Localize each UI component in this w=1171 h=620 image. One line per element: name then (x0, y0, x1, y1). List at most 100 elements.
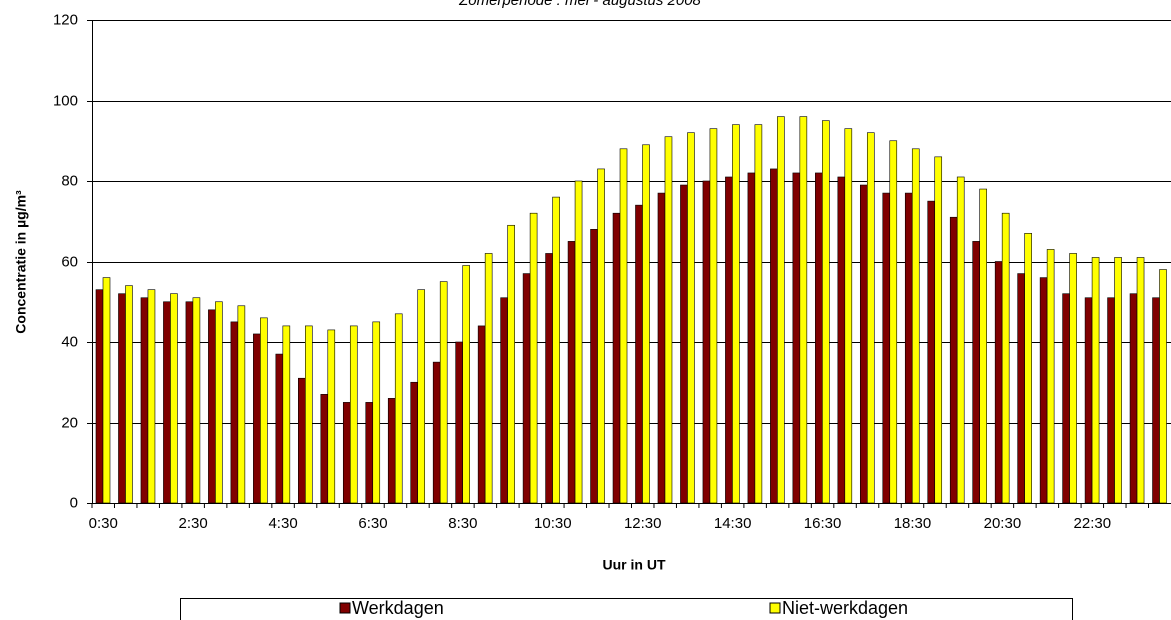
bar (972, 241, 980, 504)
bar (994, 261, 1003, 504)
bar (702, 180, 711, 504)
bar (815, 172, 823, 504)
bar (1129, 293, 1138, 504)
bar (477, 325, 486, 504)
bar (349, 325, 358, 504)
bar (911, 148, 920, 504)
x-tick-label: 2:30 (179, 515, 208, 532)
x-tick-label: 8:30 (448, 515, 477, 532)
legend-swatch (769, 602, 781, 614)
bar (859, 184, 868, 504)
bar (889, 140, 898, 504)
bar (192, 297, 201, 504)
y-tick-label: 100 (53, 92, 78, 109)
bar (163, 301, 171, 504)
bar (866, 132, 875, 504)
bar (432, 361, 441, 504)
bar (102, 277, 111, 504)
bar (732, 124, 740, 504)
bar (455, 341, 463, 504)
legend-box (180, 598, 1073, 620)
y-tick-label: 60 (61, 253, 78, 270)
bar (1001, 212, 1010, 504)
bar (1017, 273, 1025, 504)
bar (95, 289, 104, 504)
bar (590, 229, 598, 504)
bar (619, 148, 628, 504)
bar (1114, 257, 1122, 504)
bar (1046, 249, 1055, 504)
bar (545, 253, 553, 504)
bar (956, 176, 965, 504)
bar (327, 329, 336, 504)
bar (170, 293, 178, 504)
bar (507, 224, 515, 504)
y-tick-label: 20 (61, 414, 78, 431)
bar (462, 265, 470, 504)
bar (500, 297, 508, 504)
bar (754, 124, 763, 504)
bar (372, 321, 381, 504)
bar (253, 333, 261, 504)
bar (484, 253, 493, 504)
bar (597, 168, 605, 504)
legend-swatch (339, 602, 351, 614)
bar (439, 281, 448, 504)
bar (260, 317, 268, 504)
bar (882, 192, 891, 504)
bar (410, 381, 419, 504)
bar (215, 301, 223, 504)
bar (529, 212, 538, 504)
bar (298, 377, 306, 504)
bar (1024, 233, 1032, 504)
bar (664, 136, 673, 504)
y-tick-label: 120 (53, 11, 78, 28)
x-tick-label: 22:30 (1074, 515, 1112, 532)
bar (567, 241, 576, 504)
bar (320, 394, 329, 504)
bar (365, 402, 374, 504)
x-tick-label: 12:30 (624, 515, 662, 532)
bar (1152, 297, 1160, 504)
bar (417, 289, 426, 504)
bar (387, 398, 396, 504)
x-tick-label: 10:30 (534, 515, 572, 532)
x-tick-label: 4:30 (268, 515, 297, 532)
bar (522, 273, 531, 504)
bar (837, 176, 846, 504)
bar (949, 216, 958, 504)
x-tick-label: 14:30 (714, 515, 752, 532)
bar (635, 204, 643, 504)
x-tick-label: 6:30 (358, 515, 387, 532)
bar (275, 353, 284, 504)
bar (118, 293, 126, 504)
bar (1107, 297, 1115, 504)
bar (185, 301, 194, 504)
bar (230, 321, 239, 504)
bar (1062, 293, 1070, 504)
bar (208, 309, 216, 504)
bar (979, 188, 987, 504)
bar (657, 192, 666, 504)
x-axis-label: Uur in UT (603, 557, 666, 573)
bar (709, 128, 718, 504)
legend-label: Niet-werkdagen (782, 598, 908, 618)
bar (612, 212, 621, 504)
legend-label: Werkdagen (352, 598, 444, 618)
bar (1091, 257, 1100, 504)
bar (1136, 257, 1145, 504)
bar (394, 313, 403, 504)
bar (792, 172, 801, 504)
bar (747, 172, 756, 504)
bar (777, 116, 785, 504)
bar (1159, 269, 1167, 504)
bar (282, 325, 291, 504)
bar (904, 192, 913, 504)
bar (125, 285, 133, 504)
bar (799, 116, 808, 504)
bar (770, 168, 778, 504)
bar (844, 128, 853, 504)
chart-title: Zomerperiode : mei - augustus 2008 (458, 0, 701, 9)
y-tick-label: 0 (70, 494, 78, 511)
